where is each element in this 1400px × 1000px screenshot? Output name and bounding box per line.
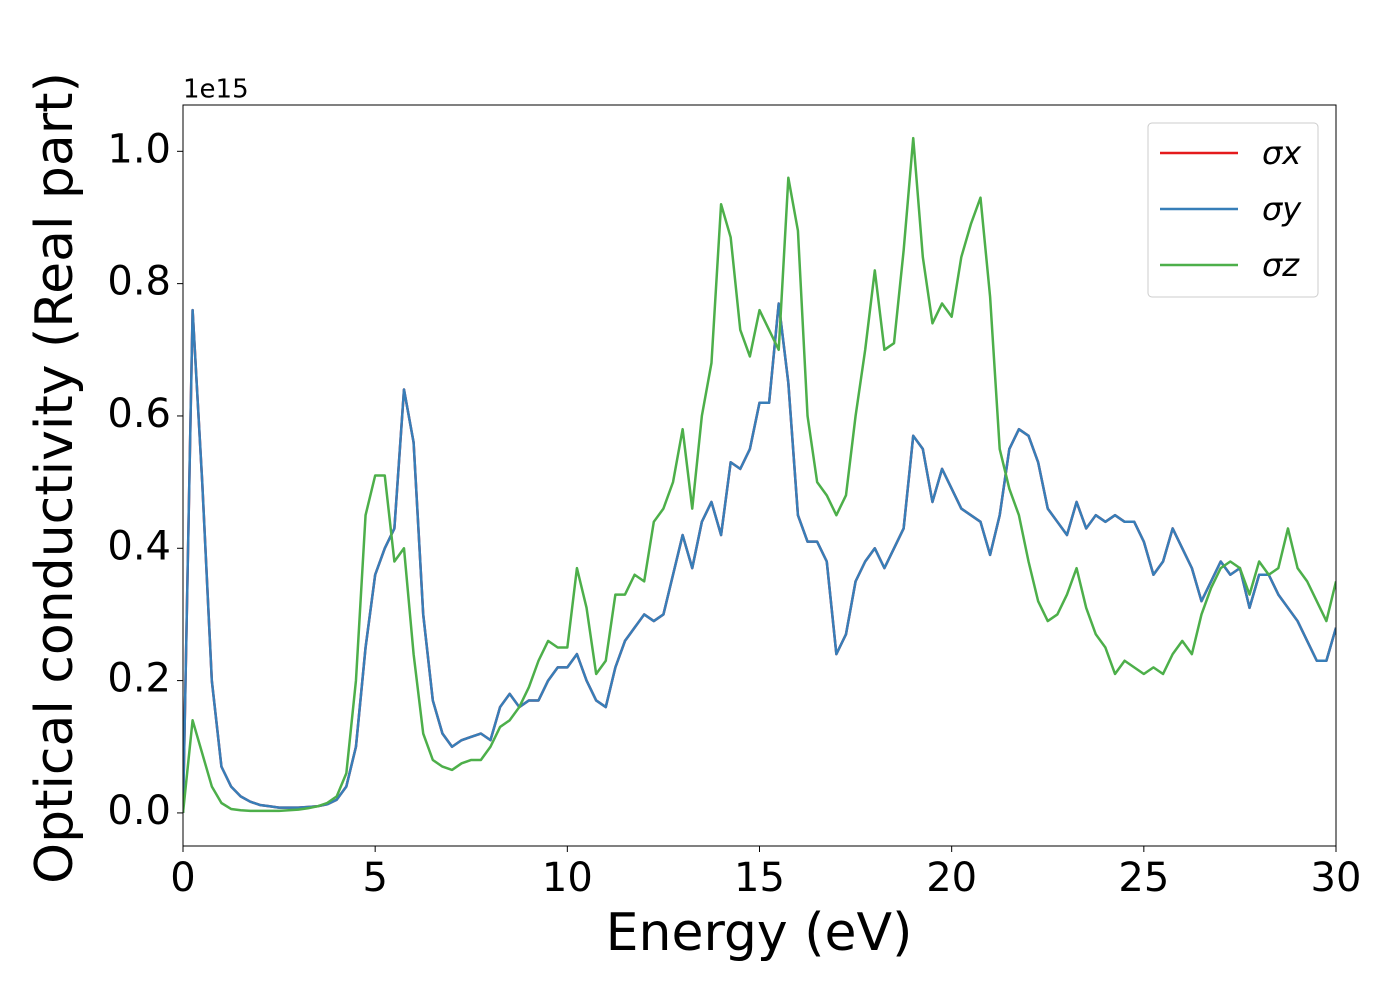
series-line <box>183 302 1336 813</box>
y-axis-label: Optical conductivity (Real part) <box>25 72 85 884</box>
x-tick-label: 30 <box>1311 855 1362 901</box>
x-tick-label: 20 <box>926 855 977 901</box>
y-tick-label: 0.2 <box>107 656 171 702</box>
y-offset-label: 1e15 <box>183 75 249 105</box>
x-tick-label: 25 <box>1118 855 1169 901</box>
series-line <box>183 136 1336 814</box>
legend-label: σz <box>1262 246 1300 284</box>
plot-frame <box>182 104 1337 847</box>
x-tick-label: 10 <box>542 855 593 901</box>
legend-label: σy <box>1262 190 1302 228</box>
y-tick-label: 0.0 <box>107 788 171 834</box>
x-tick-label: 15 <box>734 855 785 901</box>
legend-label: σx <box>1262 134 1302 172</box>
x-tick-label: 5 <box>362 855 387 901</box>
x-tick-label: 0 <box>170 855 195 901</box>
y-tick-label: 1.0 <box>107 126 171 172</box>
y-tick-label: 0.4 <box>107 523 171 569</box>
y-tick-label: 0.6 <box>107 391 171 437</box>
y-tick-label: 0.8 <box>107 259 171 305</box>
x-axis-label: Energy (eV) <box>606 903 913 963</box>
